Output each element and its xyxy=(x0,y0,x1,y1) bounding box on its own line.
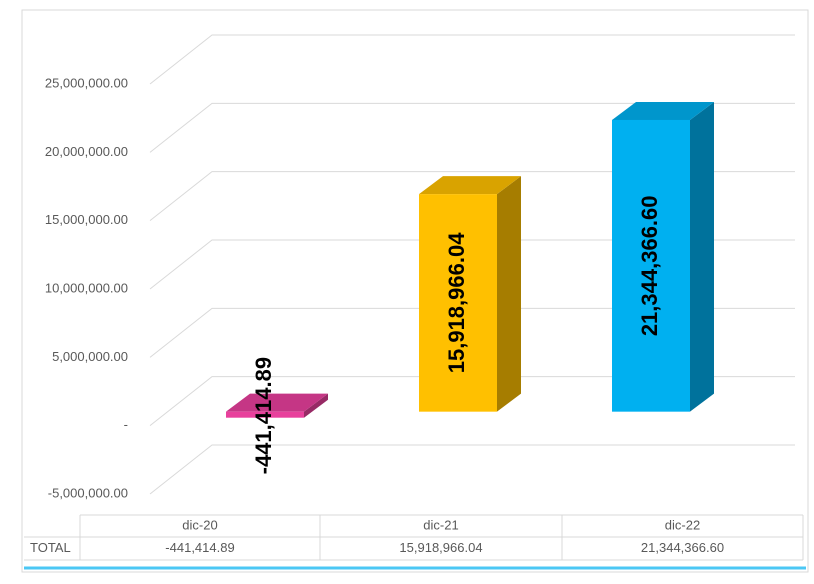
y-tick-label: 15,000,000.00 xyxy=(45,212,128,227)
grid-line xyxy=(149,376,795,427)
bar-top xyxy=(419,176,521,195)
bar xyxy=(226,411,304,418)
y-tick-label: 20,000,000.00 xyxy=(45,144,128,159)
x-tick-label: dic-22 xyxy=(665,517,700,532)
grid-line xyxy=(149,444,795,495)
bar-side xyxy=(497,176,521,412)
bar-top xyxy=(612,101,714,120)
y-tick-label: -5,000,000.00 xyxy=(48,485,128,500)
value-label: 21,344,366.60 xyxy=(637,195,662,336)
bar xyxy=(612,119,690,412)
bar-top xyxy=(226,393,328,412)
grid-line xyxy=(149,34,795,85)
x-tick-label: dic-21 xyxy=(423,517,458,532)
table-value: -441,414.89 xyxy=(165,540,234,555)
y-tick-label: 10,000,000.00 xyxy=(45,280,128,295)
y-tick-label: 25,000,000.00 xyxy=(45,75,128,90)
series-name: TOTAL xyxy=(30,540,71,555)
y-tick-label: - xyxy=(124,417,128,432)
bar xyxy=(419,194,497,412)
grid-line xyxy=(149,171,795,222)
table-value: 21,344,366.60 xyxy=(641,540,724,555)
grid-line xyxy=(149,239,795,290)
grid-line xyxy=(149,102,795,153)
value-label: 15,918,966.04 xyxy=(444,232,469,373)
bar-side xyxy=(690,101,714,412)
bar-side xyxy=(304,393,328,418)
grid-line xyxy=(149,307,795,358)
y-tick-label: 5,000,000.00 xyxy=(52,349,128,364)
value-label: -441,414.89 xyxy=(251,357,276,474)
table-value: 15,918,966.04 xyxy=(399,540,482,555)
x-tick-label: dic-20 xyxy=(182,517,217,532)
